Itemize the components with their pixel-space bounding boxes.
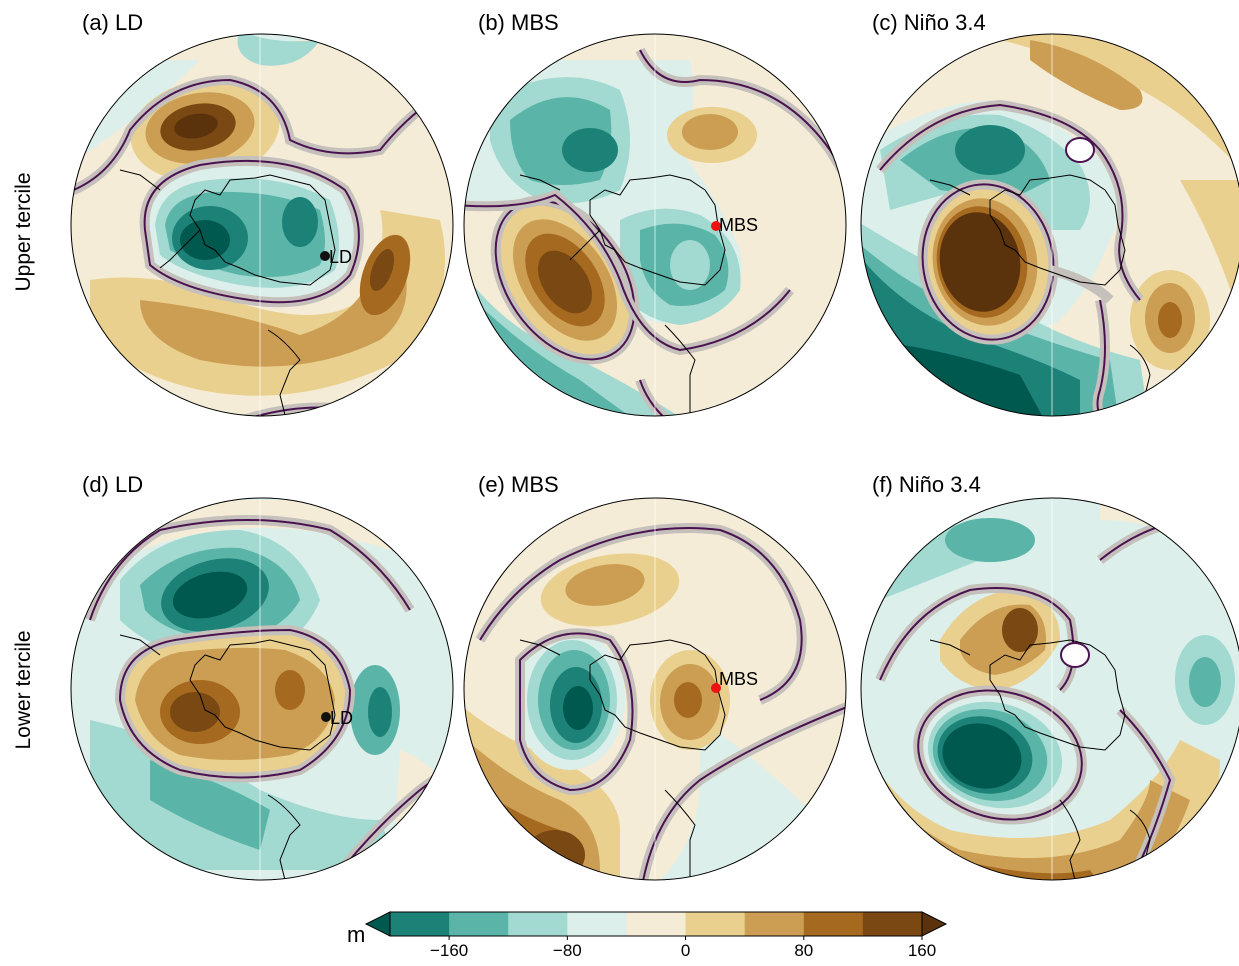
panel-title-e: (e) MBS: [478, 472, 559, 497]
colorbar-segment: [685, 912, 746, 936]
site-label-a: LD: [329, 247, 352, 267]
colorbar-unit-label: m: [347, 922, 365, 947]
map-border-a: [70, 33, 454, 417]
row-label-upper: Upper tercile: [12, 172, 35, 291]
map-panel-c: [861, 34, 1239, 416]
site-marker-a: [320, 251, 330, 261]
colorbar: −160 −80 0 80 160: [364, 911, 948, 960]
map-panel-a: [71, 34, 453, 416]
row-label-lower: Lower tercile: [12, 630, 35, 749]
colorbar-extend-low: [364, 911, 391, 937]
panel-title-f: (f) Niño 3.4: [872, 472, 981, 497]
map-panel-b: [464, 34, 846, 416]
site-label-d: LD: [330, 708, 353, 728]
map-border-b: [463, 33, 847, 417]
colorbar-tick-label: −80: [553, 941, 582, 960]
site-marker-b: [711, 221, 721, 231]
site-marker-e: [711, 683, 721, 693]
colorbar-tick-label: 80: [794, 941, 813, 960]
colorbar-segment: [390, 912, 450, 936]
map-border-e: [463, 497, 847, 881]
map-border-c: [860, 33, 1239, 417]
map-panel-d: [71, 498, 453, 880]
colorbar-segment: [567, 912, 627, 936]
panel-title-d: (d) LD: [82, 472, 143, 497]
colorbar-segment: [449, 912, 509, 936]
colorbar-tick-label: 160: [908, 941, 936, 960]
colorbar-tick-label: −160: [430, 941, 468, 960]
panel-title-a: (a) LD: [82, 10, 143, 35]
site-marker-d: [321, 712, 331, 722]
colorbar-segment: [803, 912, 864, 936]
colorbar-segment: [626, 912, 687, 936]
map-panel-f: [861, 498, 1239, 880]
panel-title-c: (c) Niño 3.4: [872, 10, 986, 35]
map-panel-e: [464, 498, 846, 880]
colorbar-tick-label: 0: [681, 941, 690, 960]
site-label-e: MBS: [719, 669, 758, 689]
colorbar-outline: [389, 911, 923, 937]
colorbar-segment: [862, 912, 923, 936]
colorbar-segment: [744, 912, 805, 936]
panel-title-b: (b) MBS: [478, 10, 559, 35]
colorbar-segment: [508, 912, 568, 936]
site-label-b: MBS: [719, 215, 758, 235]
map-border-f: [860, 497, 1239, 881]
map-border-d: [70, 497, 454, 881]
colorbar-extend-high: [921, 911, 948, 937]
